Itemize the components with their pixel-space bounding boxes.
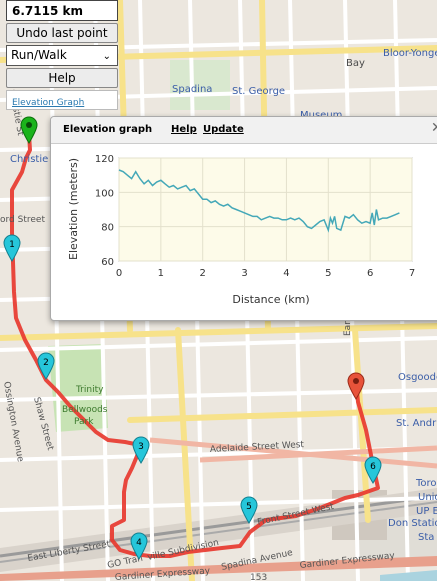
- marker-1-label: 1: [9, 240, 15, 250]
- label-sta: Sta: [418, 532, 434, 543]
- chart-gridlines: [118, 157, 413, 262]
- label-park: Park: [74, 417, 94, 427]
- y-tick-label: 100: [95, 188, 114, 199]
- x-tick-label: 5: [325, 268, 331, 279]
- chevron-down-icon: ⌄: [102, 51, 111, 62]
- lake: [380, 570, 437, 581]
- dialog-title: Elevation graph: [63, 124, 153, 135]
- waypoint-marker-2[interactable]: 2: [37, 352, 55, 380]
- marker-4-label: 4: [136, 538, 142, 548]
- undo-last-point-button[interactable]: Undo last point: [6, 23, 118, 43]
- route-line: [10, 133, 380, 558]
- label-osgoode: Osgoode: [398, 372, 437, 383]
- dialog-help-link[interactable]: Help: [171, 124, 197, 135]
- x-tick-label: 4: [283, 268, 289, 279]
- label-union-1: Toro: [415, 478, 437, 489]
- gardiner-expressway: [0, 556, 437, 581]
- help-button[interactable]: Help: [6, 68, 118, 88]
- activity-mode-select[interactable]: Run/Walk ⌄: [6, 45, 118, 66]
- elevation-graph-dialog: Elevation graph Help Update ✕ 0 1 2 3 4 5 6 7 60…: [50, 116, 437, 321]
- waypoint-marker-5[interactable]: 5: [240, 496, 258, 524]
- x-axis-label: Distance (km): [232, 293, 309, 306]
- park-area: [170, 60, 230, 110]
- elevation-graph-link[interactable]: Elevation Graph: [12, 98, 85, 108]
- waypoint-marker-3[interactable]: 3: [132, 436, 150, 464]
- arterial-roads: [149, 437, 437, 469]
- control-panel: 6.7115 km Undo last point Run/Walk ⌄ Hel…: [6, 0, 118, 110]
- label-bay: Bay: [346, 58, 365, 69]
- label-bellwoods: Bellwoods: [62, 405, 108, 415]
- label-spadina: Spadina: [172, 84, 212, 95]
- dialog-header[interactable]: Elevation graph Help Update ✕: [51, 117, 437, 144]
- x-tick-label: 6: [367, 268, 373, 279]
- marker-6-label: 6: [370, 462, 376, 472]
- chart-plot-area: [118, 157, 413, 262]
- distance-readout: 6.7115 km: [6, 0, 118, 21]
- label-highway: 153: [250, 573, 267, 581]
- x-tick-label: 0: [116, 268, 122, 279]
- dialog-update-link[interactable]: Update: [203, 124, 244, 135]
- label-adelaide: Adelaide Street West: [210, 440, 305, 455]
- label-bloor-yonge: Bloor-Yonge: [383, 48, 437, 59]
- chart-ticks: 0 1 2 3 4 5 6 7 60 80 100 120: [95, 154, 415, 279]
- label-don-station: Don Station: [388, 518, 437, 529]
- label-trinity: Trinity: [75, 385, 104, 395]
- end-marker[interactable]: [347, 372, 365, 400]
- x-tick-label: 2: [200, 268, 206, 279]
- close-icon[interactable]: ✕: [431, 120, 437, 136]
- waypoint-marker-6[interactable]: 6: [364, 456, 382, 484]
- trinity-bellwoods-park: [48, 344, 108, 432]
- marker-2-label: 2: [43, 358, 49, 368]
- label-museum: Museum: [300, 110, 342, 121]
- marker-5-label: 5: [246, 502, 252, 512]
- y-tick-label: 120: [95, 154, 114, 165]
- label-st-george: St. George: [232, 86, 285, 97]
- activity-mode-value: Run/Walk: [11, 48, 67, 62]
- elevation-series-line: [118, 169, 400, 233]
- x-tick-label: 1: [158, 268, 164, 279]
- y-axis-label: Elevation (meters): [67, 158, 80, 260]
- railway-line-2: [0, 501, 437, 563]
- waypoint-marker-4[interactable]: 4: [130, 532, 148, 560]
- x-tick-label: 3: [241, 268, 247, 279]
- label-ord-street: ord Street: [0, 215, 45, 225]
- waypoint-marker-1[interactable]: 1: [3, 234, 21, 262]
- x-tick-label: 7: [409, 268, 415, 279]
- label-st-andrew: St. Andr: [396, 418, 437, 429]
- label-christie: Christie: [10, 154, 48, 165]
- label-union-3: UP E: [416, 506, 437, 517]
- elevation-link-box: Elevation Graph: [6, 90, 118, 110]
- start-marker[interactable]: [20, 116, 38, 144]
- label-union-2: Union: [418, 492, 437, 503]
- y-tick-label: 80: [101, 223, 114, 234]
- elevation-chart: 0 1 2 3 4 5 6 7 60 80 100 120 Distance (km) Elevati…: [67, 154, 415, 306]
- y-tick-label: 60: [101, 257, 114, 268]
- marker-3-label: 3: [138, 442, 144, 452]
